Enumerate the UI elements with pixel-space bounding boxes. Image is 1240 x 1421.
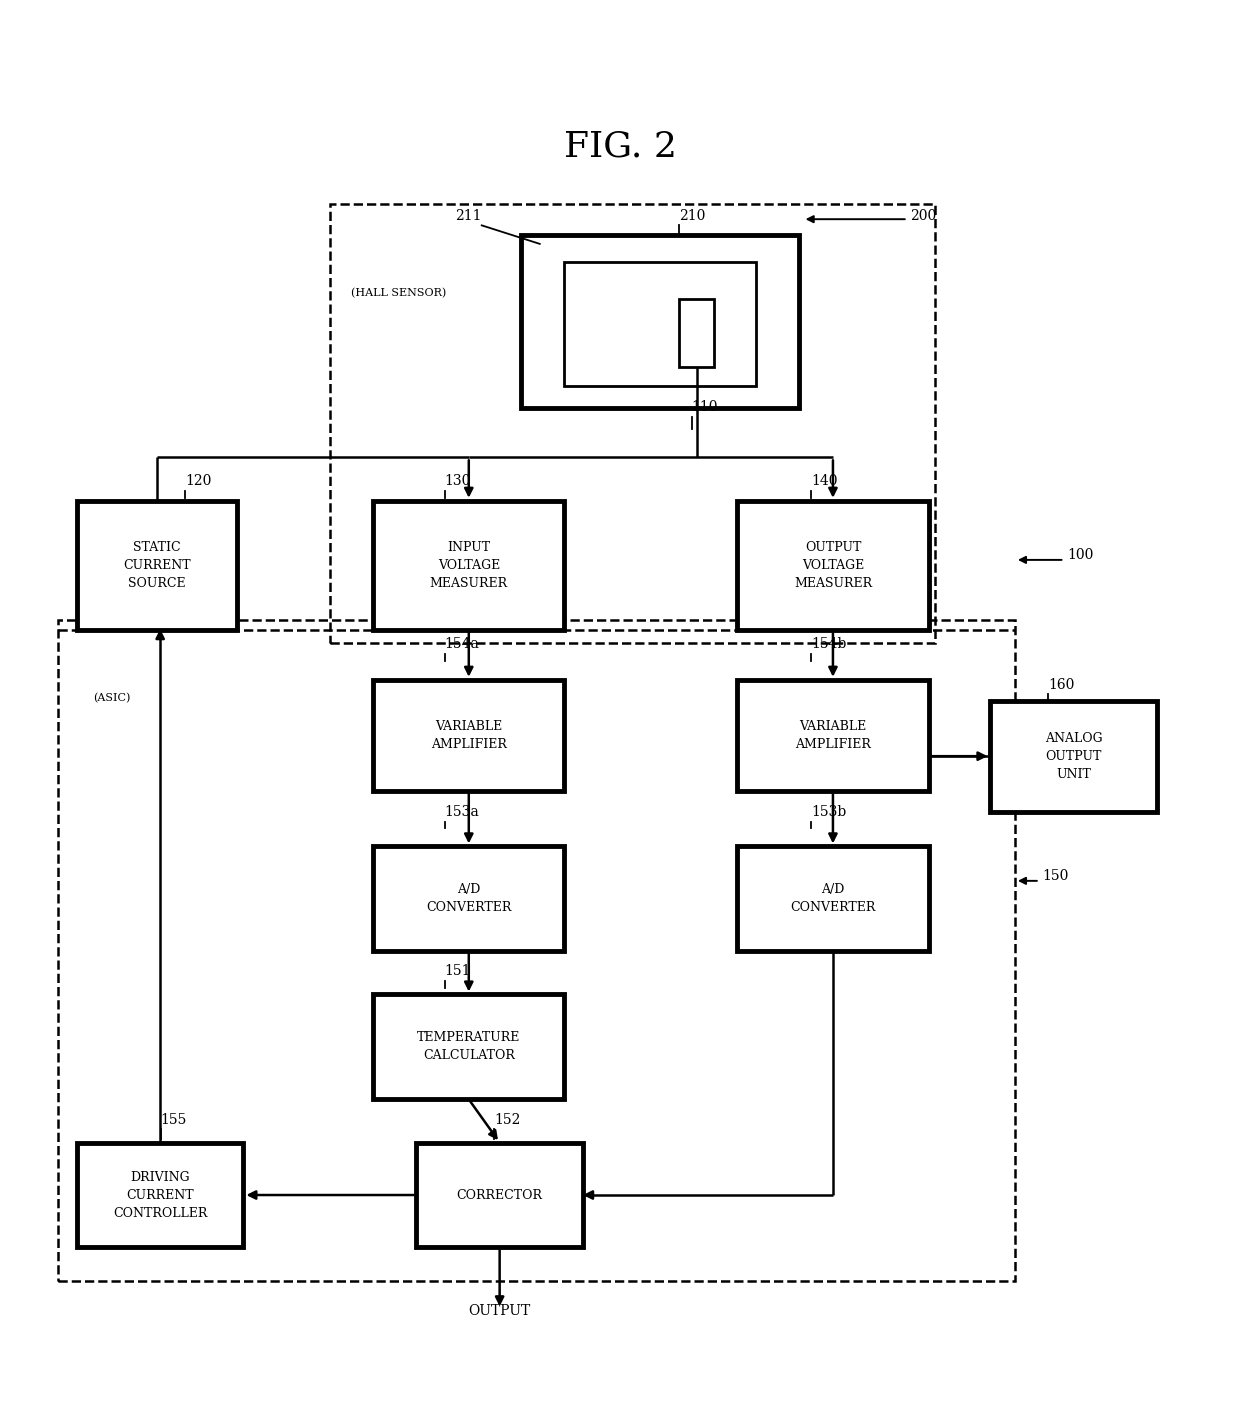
Text: 153b: 153b [811,806,847,818]
Text: 210: 210 [680,209,706,223]
Text: DRIVING
CURRENT
CONTROLLER: DRIVING CURRENT CONTROLLER [113,1171,207,1219]
FancyBboxPatch shape [991,701,1157,811]
FancyBboxPatch shape [373,500,564,631]
FancyBboxPatch shape [738,679,929,790]
Text: (ASIC): (ASIC) [93,693,130,703]
FancyBboxPatch shape [373,679,564,790]
Text: INPUT
VOLTAGE
MEASURER: INPUT VOLTAGE MEASURER [430,541,508,590]
Text: 150: 150 [1042,870,1069,884]
Text: 130: 130 [445,475,471,489]
Text: (HALL SENSOR): (HALL SENSOR) [351,288,446,298]
Text: 160: 160 [1048,678,1075,692]
FancyBboxPatch shape [738,847,929,951]
Text: VARIABLE
AMPLIFIER: VARIABLE AMPLIFIER [795,719,870,750]
Text: TEMPERATURE
CALCULATOR: TEMPERATURE CALCULATOR [417,1032,521,1063]
Text: 211: 211 [455,209,482,223]
FancyBboxPatch shape [521,236,799,408]
FancyBboxPatch shape [373,847,564,951]
Text: 120: 120 [186,475,212,489]
FancyBboxPatch shape [417,1142,583,1248]
Text: 100: 100 [1066,549,1094,563]
Text: ANALOG
OUTPUT
UNIT: ANALOG OUTPUT UNIT [1045,732,1102,780]
Text: 154a: 154a [445,637,480,651]
Text: 152: 152 [494,1113,521,1127]
FancyBboxPatch shape [680,300,714,367]
Text: 153a: 153a [445,806,480,818]
Text: CORRECTOR: CORRECTOR [456,1188,543,1202]
FancyBboxPatch shape [738,500,929,631]
FancyBboxPatch shape [77,500,237,631]
Text: 200: 200 [910,209,936,223]
FancyBboxPatch shape [564,263,756,387]
Text: VARIABLE
AMPLIFIER: VARIABLE AMPLIFIER [430,719,507,750]
Text: STATIC
CURRENT
SOURCE: STATIC CURRENT SOURCE [123,541,191,590]
FancyBboxPatch shape [373,995,564,1100]
Text: 155: 155 [161,1113,187,1127]
Text: A/D
CONVERTER: A/D CONVERTER [790,884,875,914]
Text: 154b: 154b [811,637,847,651]
Text: A/D
CONVERTER: A/D CONVERTER [427,884,511,914]
Text: 110: 110 [692,401,718,415]
Text: FIG. 2: FIG. 2 [563,129,677,163]
Text: OUTPUT: OUTPUT [469,1304,531,1317]
Text: 140: 140 [811,475,838,489]
Text: OUTPUT
VOLTAGE
MEASURER: OUTPUT VOLTAGE MEASURER [794,541,872,590]
FancyBboxPatch shape [77,1142,243,1248]
Text: 151: 151 [445,965,471,979]
